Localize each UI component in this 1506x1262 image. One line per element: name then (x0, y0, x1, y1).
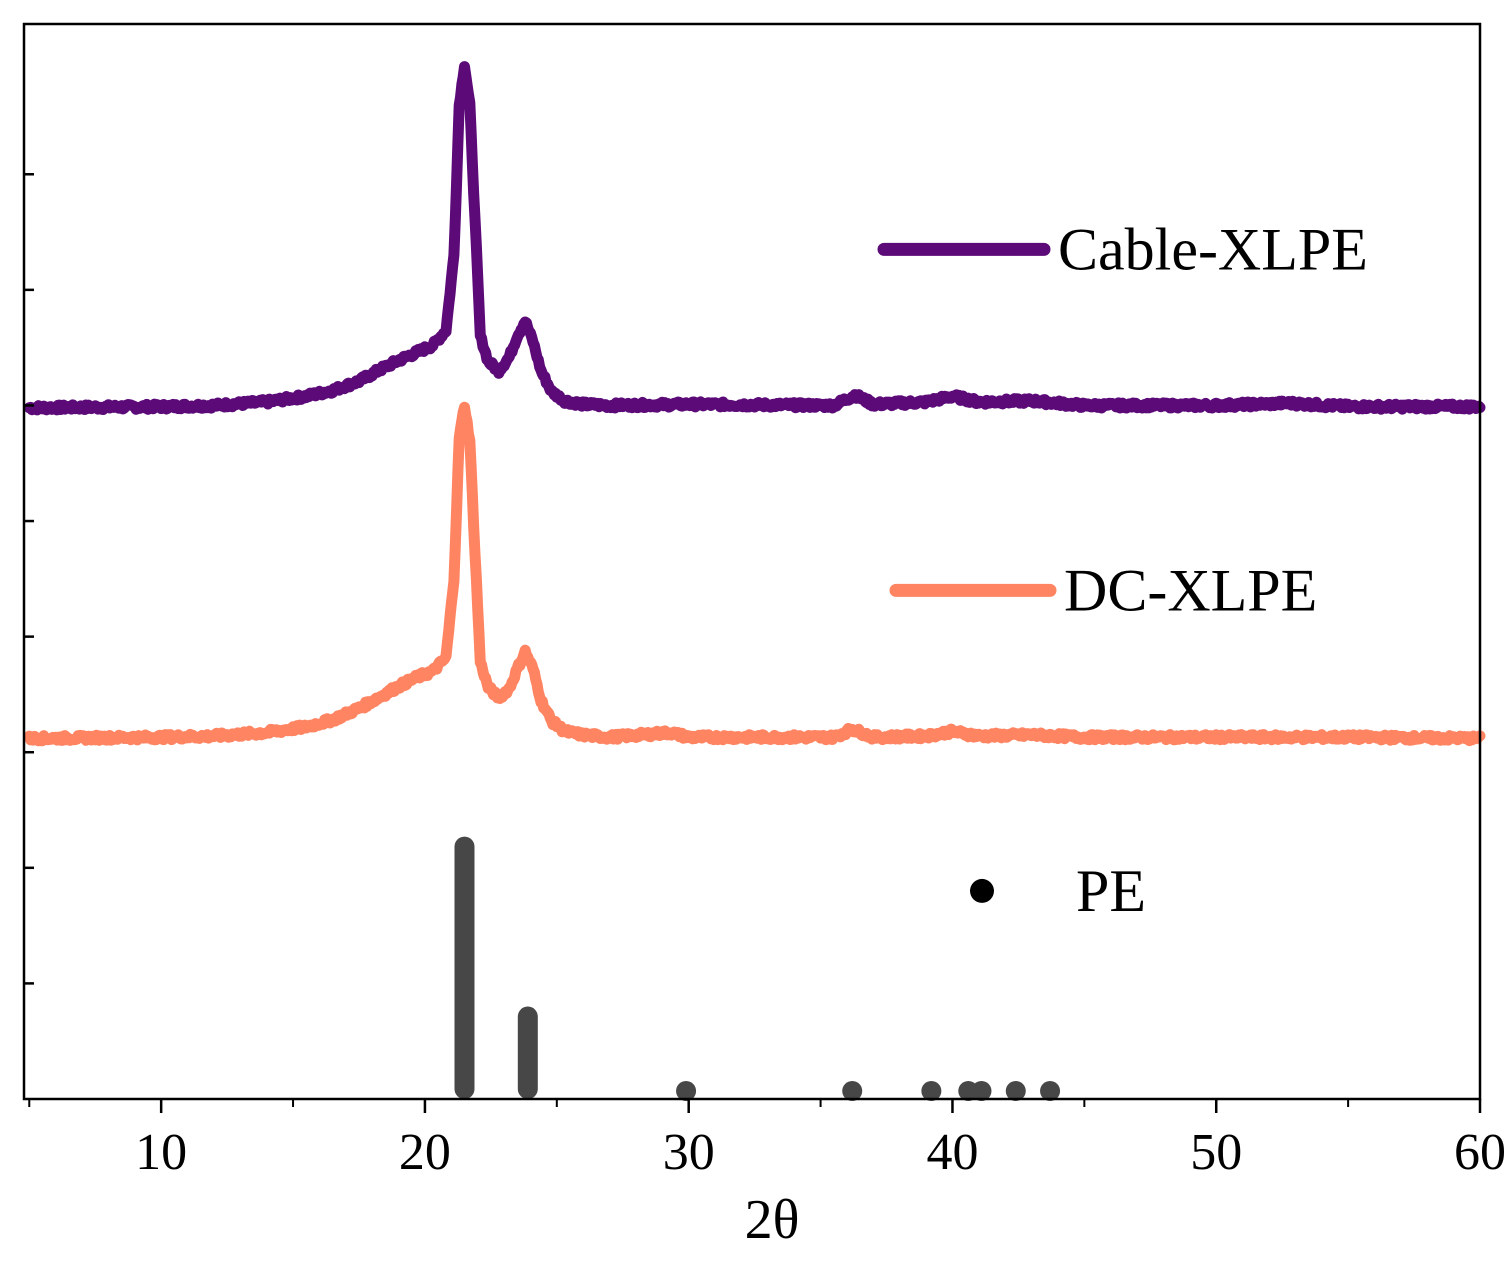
legend-label: Cable-XLPE (1058, 216, 1368, 282)
legend-label: DC-XLPE (1064, 557, 1317, 623)
legend-item-cable-xlpe: Cable-XLPE (877, 216, 1368, 282)
stick-bar (676, 1081, 697, 1101)
legend-label: PE (1076, 858, 1146, 924)
stick-bar (454, 836, 475, 1099)
legend: Cable-XLPE DC-XLPE PE (877, 216, 1368, 924)
stick-bar (517, 1006, 538, 1099)
x-axis-label: 2θ (745, 1189, 800, 1251)
series-cable-xlpe (23, 61, 1486, 416)
stick-bar (1005, 1081, 1026, 1101)
stick-bar (921, 1081, 942, 1101)
stick-bar (842, 1081, 863, 1101)
series-pe (454, 836, 1061, 1101)
legend-dot-swatch (970, 878, 994, 903)
series-dc-xlpe (23, 401, 1486, 747)
legend-item-dc-xlpe: DC-XLPE (889, 557, 1317, 623)
x-tick-label: 10 (135, 1124, 187, 1181)
x-tick-label: 50 (1190, 1124, 1242, 1181)
series-line (23, 61, 1486, 416)
series-line (23, 401, 1486, 747)
x-tick-label: 60 (1454, 1124, 1506, 1181)
x-tick-label: 40 (926, 1124, 978, 1181)
stick-bar (971, 1081, 992, 1101)
axes: 10 20 30 40 50 60 (22, 22, 1506, 1181)
legend-item-pe: PE (970, 858, 1146, 924)
plot-area (23, 61, 1486, 1101)
x-tick-label: 20 (399, 1124, 451, 1181)
stick-bar (1040, 1081, 1061, 1101)
plot-frame (22, 22, 1482, 1101)
x-tick-label: 30 (663, 1124, 715, 1181)
